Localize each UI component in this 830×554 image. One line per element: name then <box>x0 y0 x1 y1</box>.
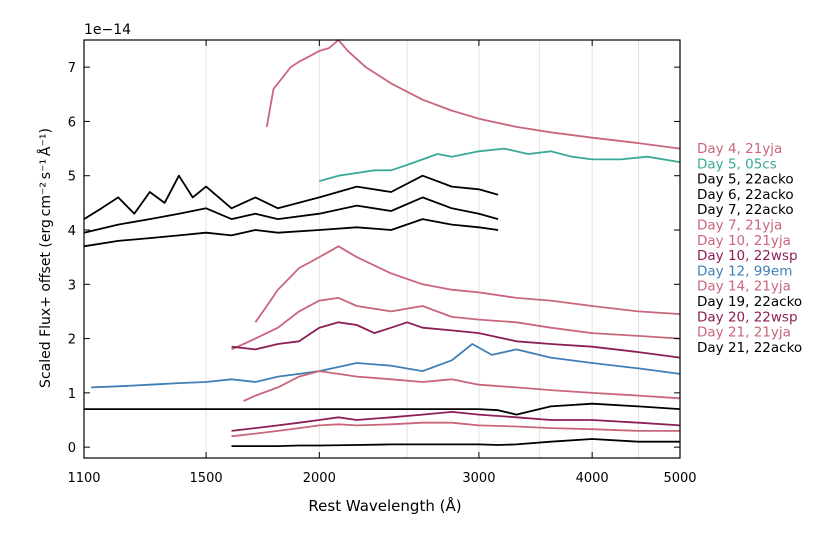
y-tick-label: 5 <box>68 170 76 185</box>
series-line <box>254 245 681 323</box>
series-line <box>319 147 681 182</box>
legend-label: Day 5, 22acko <box>697 172 794 188</box>
series-line <box>83 174 499 220</box>
x-tick-label: 5000 <box>663 471 696 486</box>
legend-label: Day 21, 22acko <box>697 340 802 356</box>
x-axis-label: Rest Wavelength (Å) <box>308 496 461 515</box>
x-tick-label: 1500 <box>190 471 223 486</box>
series-line <box>231 421 680 438</box>
legend-label: Day 10, 21yja <box>697 233 791 249</box>
x-tick-label: 3000 <box>462 471 495 486</box>
series-line <box>231 410 681 432</box>
y-axis-label: Scaled Flux+ offset (erg cm⁻² s⁻¹ Å⁻¹) <box>37 128 54 388</box>
series-line <box>231 438 680 448</box>
series-line <box>84 402 681 416</box>
y-tick-label: 0 <box>68 441 76 456</box>
legend-label: Day 14, 21yja <box>697 279 791 295</box>
series-line <box>91 343 681 389</box>
y-tick-label: 3 <box>68 278 76 293</box>
legend-label: Day 20, 22wsp <box>697 309 798 325</box>
series-line <box>83 196 499 234</box>
axis-offset-label: 1e−14 <box>84 22 131 38</box>
y-tick-label: 4 <box>68 224 76 239</box>
series-lines <box>83 39 681 448</box>
series-line <box>231 296 681 351</box>
y-tick-label: 2 <box>68 333 76 348</box>
x-tick-label: 1100 <box>67 471 100 486</box>
gridlines <box>205 40 640 458</box>
legend-label: Day 21, 21yja <box>697 325 791 341</box>
x-tick-label: 4000 <box>576 471 609 486</box>
series-line <box>243 370 681 402</box>
legend-label: Day 7, 22acko <box>697 202 794 218</box>
legend-label: Day 6, 22acko <box>697 187 794 203</box>
x-axis: 1100 1500 2000 3000 4000 5000 <box>67 40 697 486</box>
legend-label: Day 10, 22wsp <box>697 248 798 264</box>
y-axis: 0 1 2 3 4 5 6 7 <box>68 61 680 456</box>
x-tick-label: 2000 <box>303 471 336 486</box>
legend-label: Day 7, 21yja <box>697 218 782 234</box>
y-tick-label: 1 <box>68 387 76 402</box>
series-line <box>83 218 499 248</box>
y-tick-label: 7 <box>68 61 76 76</box>
y-tick-label: 6 <box>68 115 76 130</box>
series-line <box>265 39 681 150</box>
plot-frame <box>83 39 681 459</box>
series-line <box>231 321 681 359</box>
legend-label: Day 19, 22acko <box>697 294 802 310</box>
legend-label: Day 5, 05cs <box>697 156 777 172</box>
legend-label: Day 4, 21yja <box>697 141 782 157</box>
legend-label: Day 12, 99em <box>697 263 792 279</box>
